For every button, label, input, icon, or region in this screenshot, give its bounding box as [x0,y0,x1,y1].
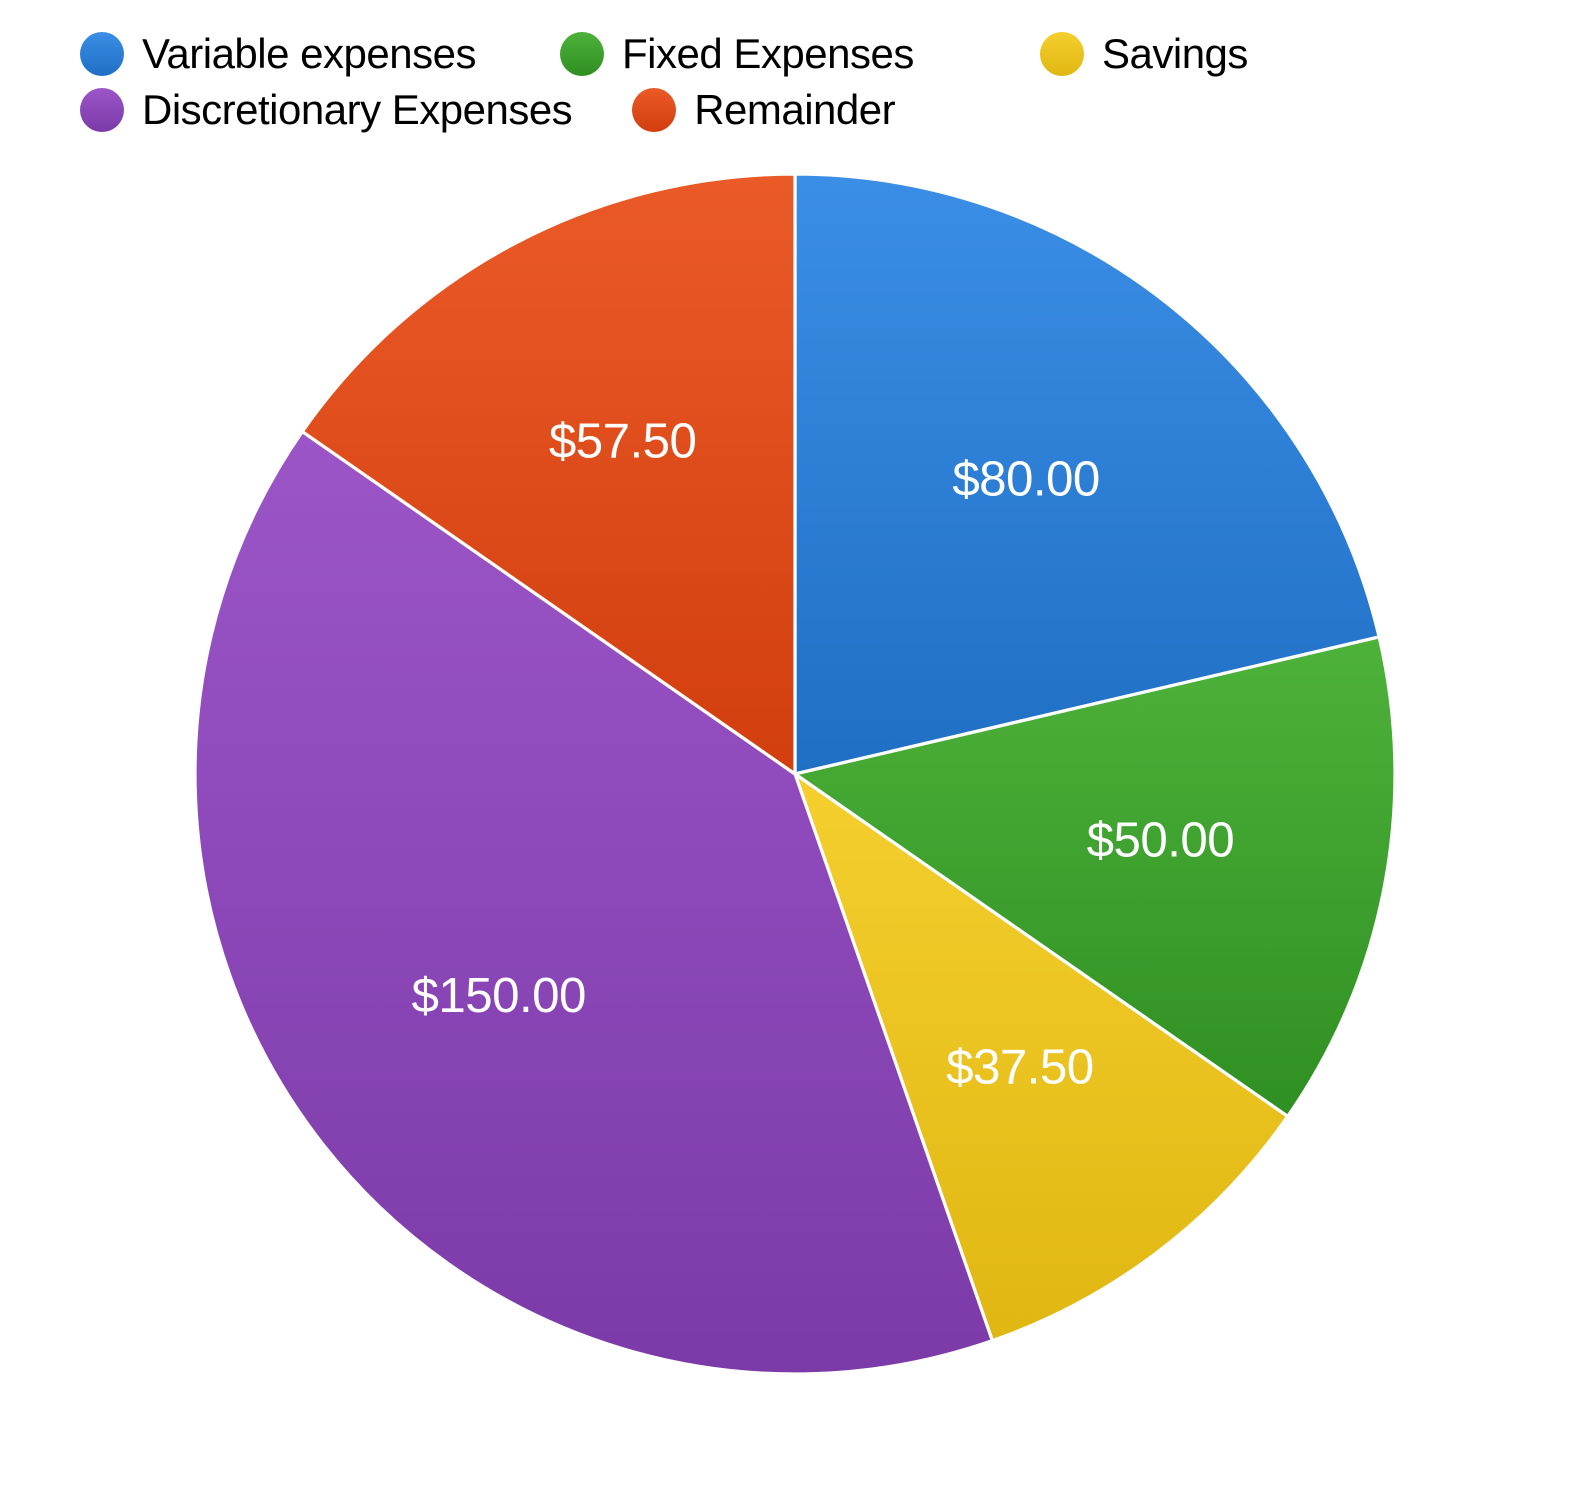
legend-label-remainder: Remainder [694,86,895,134]
slice-label-remainder: $57.50 [549,413,696,468]
legend-swatch-savings [1040,32,1084,76]
legend-swatch-fixed [560,32,604,76]
legend-item-fixed: Fixed Expenses [560,30,980,78]
slice-label-fixed: $50.00 [1087,813,1234,868]
slice-label-discretionary: $150.00 [412,968,586,1023]
pie-svg: $80.00 $50.00 $37.50 $150.00 $57.50 [195,174,1395,1374]
legend-label-variable: Variable expenses [142,30,476,78]
legend-swatch-remainder [632,88,676,132]
legend-swatch-discretionary [80,88,124,132]
legend-label-fixed: Fixed Expenses [622,30,914,78]
pie-area: $80.00 $50.00 $37.50 $150.00 $57.50 [80,174,1510,1374]
legend-item-savings: Savings [1040,30,1460,78]
legend-label-discretionary: Discretionary Expenses [142,86,572,134]
slice-label-savings: $37.50 [946,1039,1093,1094]
legend-item-discretionary: Discretionary Expenses [80,86,572,134]
legend-item-variable: Variable expenses [80,30,500,78]
legend-swatch-variable [80,32,124,76]
legend: Variable expenses Fixed Expenses Savings… [80,30,1510,134]
legend-label-savings: Savings [1102,30,1248,78]
slice-label-variable: $80.00 [952,451,1099,506]
legend-item-remainder: Remainder [632,86,1052,134]
expense-pie-chart: Variable expenses Fixed Expenses Savings… [0,0,1590,1498]
